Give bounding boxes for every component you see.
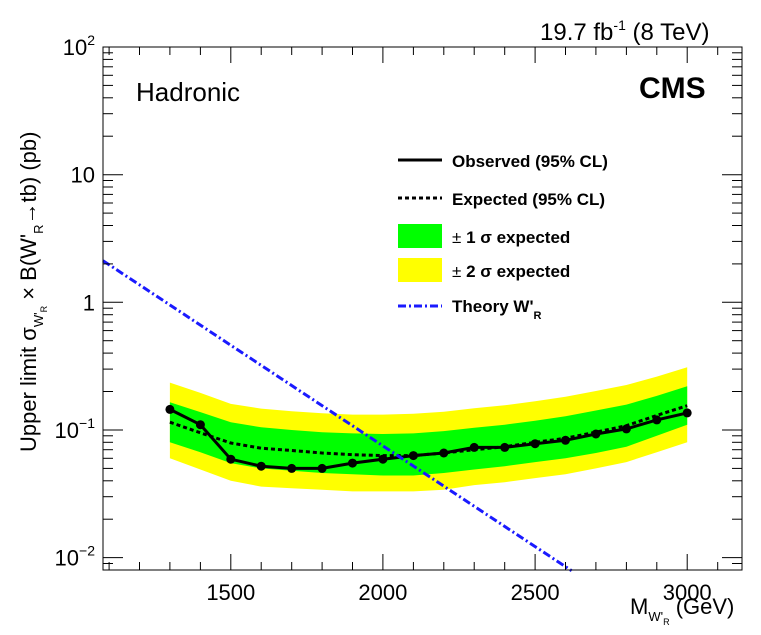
legend-observed-label: Observed (95% CL)	[452, 152, 608, 171]
observed-points	[165, 404, 692, 473]
one-sigma-band	[169, 386, 688, 476]
y-tick-label: 10	[71, 163, 95, 188]
observed-point	[165, 404, 175, 414]
legend-one-sigma-label: ± 1 σ expected	[452, 228, 570, 247]
observed-point	[256, 461, 266, 471]
legend-theory-label: Theory W'R	[452, 297, 542, 322]
x-tick-label: 1500	[206, 580, 255, 605]
observed-point	[652, 415, 662, 425]
x-axis-title: MW'R (GeV)	[630, 594, 734, 627]
y-tick-label: 10−1	[55, 415, 96, 443]
observed-point	[408, 451, 418, 461]
observed-point	[439, 448, 449, 458]
observed-point	[195, 420, 205, 430]
observed-point	[469, 442, 479, 452]
uncertainty-bands	[169, 367, 688, 492]
observed-point	[591, 429, 601, 439]
observed-point	[226, 454, 236, 464]
observed-point	[287, 463, 297, 473]
legend-two-sigma-swatch	[398, 258, 442, 282]
limit-lines	[102, 259, 688, 572]
legend-two-sigma-label: ± 2 σ expected	[452, 262, 570, 281]
x-tick-label: 3000	[663, 580, 712, 605]
x-tick-label: 2000	[358, 580, 407, 605]
y-tick-label: 10−2	[55, 543, 96, 571]
observed-point	[500, 442, 510, 452]
theory-line	[102, 259, 573, 572]
plot-frame	[102, 46, 743, 571]
legend: Observed (95% CL) Expected (95% CL) ± 1 …	[398, 152, 608, 322]
x-tick-label: 2500	[511, 580, 560, 605]
y-tick-label: 1	[83, 290, 95, 315]
observed-point	[348, 458, 357, 468]
legend-expected-label: Expected (95% CL)	[452, 190, 605, 209]
legend-one-sigma-swatch	[398, 224, 442, 248]
observed-point	[317, 463, 327, 473]
cms-label: CMS	[639, 72, 706, 105]
observed-limit-line	[169, 408, 688, 470]
observed-point	[682, 408, 692, 418]
channel-label: Hadronic	[136, 77, 240, 107]
axis-ticks: 1500 2000 2500 3000 10−2 10−1 1 10 102	[55, 32, 742, 605]
observed-point	[561, 435, 570, 445]
lumi-label: 19.7 fb-1 (8 TeV)	[540, 17, 709, 46]
y-axis-title: Upper limit σW'R × B(W'R→tb) (pb)	[16, 132, 49, 452]
y-tick-label: 102	[63, 32, 95, 60]
observed-point	[621, 424, 631, 434]
observed-point	[378, 454, 388, 464]
observed-point	[530, 439, 540, 449]
